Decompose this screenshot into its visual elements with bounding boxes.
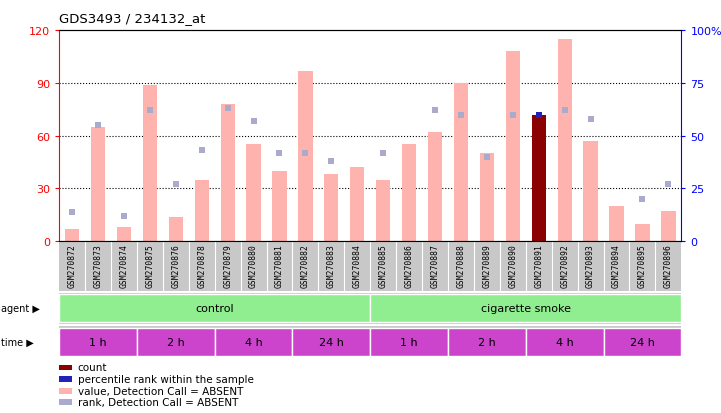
- Bar: [137, 328, 215, 356]
- Text: GSM270880: GSM270880: [249, 243, 258, 287]
- Bar: [195, 180, 209, 242]
- Bar: [221, 104, 235, 242]
- Text: GSM270883: GSM270883: [327, 243, 336, 287]
- Text: GSM270875: GSM270875: [146, 243, 154, 287]
- Bar: [247, 145, 261, 242]
- Text: agent ▶: agent ▶: [1, 304, 40, 314]
- Bar: [531, 136, 546, 242]
- Text: time ▶: time ▶: [1, 337, 34, 347]
- Bar: [350, 168, 364, 242]
- Bar: [215, 328, 293, 356]
- Text: control: control: [195, 304, 234, 314]
- Text: GSM270882: GSM270882: [301, 243, 310, 287]
- Text: percentile rank within the sample: percentile rank within the sample: [78, 374, 254, 384]
- Text: GSM270872: GSM270872: [68, 243, 76, 287]
- Text: GSM270874: GSM270874: [120, 243, 128, 287]
- Bar: [143, 85, 157, 242]
- Text: cigarette smoke: cigarette smoke: [481, 304, 571, 314]
- Bar: [59, 295, 371, 323]
- Bar: [371, 295, 681, 323]
- Text: GSM270890: GSM270890: [508, 243, 518, 287]
- Text: GSM270886: GSM270886: [404, 243, 414, 287]
- Text: GSM270896: GSM270896: [664, 243, 673, 287]
- Bar: [371, 328, 448, 356]
- Text: 4 h: 4 h: [244, 337, 262, 347]
- Text: GSM270891: GSM270891: [534, 243, 543, 287]
- Text: GSM270885: GSM270885: [379, 243, 388, 287]
- Bar: [273, 171, 287, 242]
- Bar: [298, 71, 312, 242]
- Bar: [526, 328, 603, 356]
- Bar: [91, 128, 105, 242]
- Bar: [454, 83, 468, 242]
- Bar: [603, 328, 681, 356]
- Bar: [117, 228, 131, 242]
- Text: 24 h: 24 h: [630, 337, 655, 347]
- Bar: [505, 52, 520, 242]
- Text: 4 h: 4 h: [556, 337, 573, 347]
- Bar: [661, 212, 676, 242]
- Text: GSM270895: GSM270895: [638, 243, 647, 287]
- Text: count: count: [78, 363, 107, 373]
- Text: GSM270888: GSM270888: [456, 243, 466, 287]
- Text: GSM270873: GSM270873: [94, 243, 102, 287]
- Text: value, Detection Call = ABSENT: value, Detection Call = ABSENT: [78, 386, 243, 396]
- Text: GSM270894: GSM270894: [612, 243, 621, 287]
- Text: 1 h: 1 h: [89, 337, 107, 347]
- Text: 2 h: 2 h: [167, 337, 185, 347]
- Bar: [402, 145, 416, 242]
- Bar: [557, 40, 572, 242]
- Bar: [293, 328, 371, 356]
- Bar: [609, 206, 624, 242]
- Bar: [448, 328, 526, 356]
- Text: GSM270879: GSM270879: [223, 243, 232, 287]
- Text: 24 h: 24 h: [319, 337, 344, 347]
- Bar: [531, 115, 546, 242]
- Bar: [479, 154, 494, 242]
- Text: GSM270887: GSM270887: [430, 243, 440, 287]
- Text: GSM270884: GSM270884: [353, 243, 362, 287]
- Text: rank, Detection Call = ABSENT: rank, Detection Call = ABSENT: [78, 397, 238, 407]
- Bar: [169, 217, 183, 242]
- Text: GSM270876: GSM270876: [172, 243, 180, 287]
- Text: GSM270893: GSM270893: [586, 243, 595, 287]
- Bar: [324, 175, 338, 242]
- Bar: [65, 229, 79, 242]
- Text: GSM270892: GSM270892: [560, 243, 569, 287]
- Bar: [59, 328, 137, 356]
- Bar: [376, 180, 390, 242]
- Text: 2 h: 2 h: [478, 337, 496, 347]
- Bar: [635, 224, 650, 242]
- Bar: [583, 142, 598, 242]
- Text: GSM270889: GSM270889: [482, 243, 492, 287]
- Text: GDS3493 / 234132_at: GDS3493 / 234132_at: [59, 12, 205, 25]
- Text: 1 h: 1 h: [400, 337, 418, 347]
- Bar: [428, 133, 442, 242]
- Text: GSM270881: GSM270881: [275, 243, 284, 287]
- Text: GSM270878: GSM270878: [198, 243, 206, 287]
